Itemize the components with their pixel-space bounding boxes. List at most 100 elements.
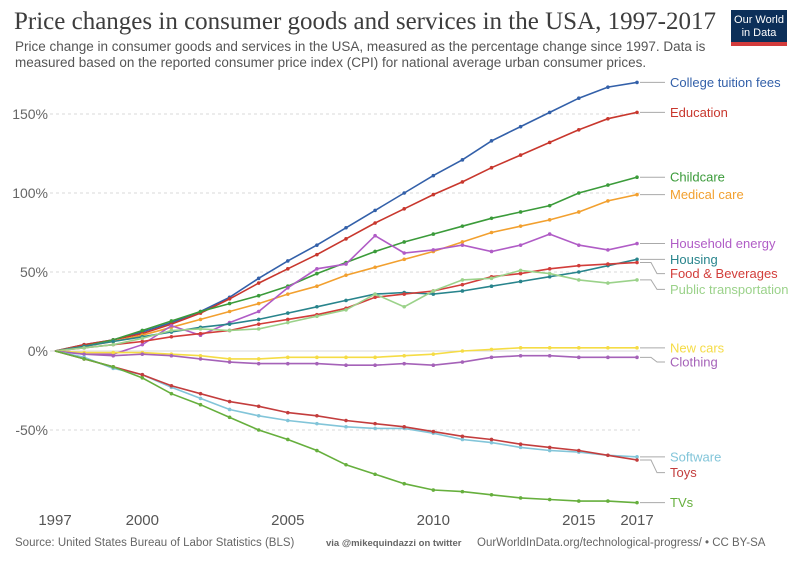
series-label: Public transportation (670, 282, 789, 297)
data-point (577, 128, 581, 132)
data-point (315, 448, 319, 453)
data-point (577, 448, 581, 453)
series-line (54, 350, 638, 461)
data-point (373, 249, 377, 254)
series-label: Education (670, 105, 728, 120)
data-point (431, 192, 436, 197)
data-point (82, 357, 86, 361)
data-point (460, 282, 465, 287)
owid-logo[interactable]: Our World in Data (731, 10, 787, 46)
data-point (227, 357, 232, 361)
data-point (315, 421, 319, 426)
data-point (431, 292, 436, 296)
data-point (256, 293, 261, 298)
series-label: New cars (670, 340, 725, 355)
data-point (227, 309, 232, 314)
y-axis-ticks: -50% 0% 50% 100% 150% (12, 106, 48, 438)
data-point (256, 357, 261, 361)
data-point (431, 289, 436, 293)
data-point (402, 353, 407, 358)
data-point (256, 281, 261, 285)
data-point (460, 349, 465, 353)
x-tick-label: 2010 (417, 512, 450, 529)
data-point (227, 360, 232, 364)
series-line (54, 111, 638, 352)
data-point (344, 237, 348, 241)
data-point (169, 334, 174, 339)
data-point (198, 402, 203, 407)
data-point (344, 462, 348, 467)
data-point (286, 320, 290, 325)
x-axis-ticks: 1997 2000 2005 2010 2015 2017 (38, 512, 653, 529)
data-point (431, 232, 436, 236)
data-point (227, 399, 232, 404)
series-label: Household energy (670, 236, 776, 251)
data-point (256, 404, 261, 409)
data-point (256, 301, 261, 306)
data-point (460, 278, 465, 282)
data-point (489, 230, 494, 235)
y-tick-label: 0% (28, 343, 48, 359)
data-point (577, 243, 581, 247)
data-point (402, 304, 407, 309)
data-point (606, 85, 610, 89)
data-point (198, 357, 203, 361)
data-point (82, 352, 86, 356)
data-point (227, 328, 232, 333)
data-point (315, 271, 319, 276)
data-point (606, 262, 610, 266)
data-point (460, 437, 465, 442)
data-point (402, 257, 407, 262)
data-point (489, 139, 494, 143)
data-point (518, 124, 523, 129)
data-point (227, 297, 232, 301)
data-point (460, 243, 465, 247)
data-point (489, 165, 494, 170)
data-point (256, 309, 261, 314)
line-chart: -50% 0% 50% 100% 150% 1997 2000 2005 2010 2015 20… (12, 75, 789, 529)
data-point (489, 284, 494, 289)
y-tick-label: 150% (12, 106, 48, 122)
data-point (315, 243, 319, 247)
data-point (518, 346, 523, 350)
y-tick-label: -50% (15, 422, 48, 438)
data-point (315, 252, 319, 257)
data-point (606, 355, 610, 360)
data-point (344, 308, 348, 312)
data-point (169, 391, 174, 396)
data-point (286, 418, 290, 423)
series-label: Software (670, 449, 721, 464)
data-point (577, 191, 581, 195)
data-point (489, 440, 494, 445)
data-point (198, 317, 203, 322)
data-point (373, 292, 377, 296)
data-point (286, 286, 290, 290)
data-point (140, 352, 145, 356)
series-label: Toys (670, 465, 697, 480)
data-point (606, 281, 610, 285)
label-connector (640, 356, 665, 363)
y-tick-label: 50% (20, 264, 48, 280)
data-point (635, 458, 639, 462)
chart-subtitle: Price change in consumer goods and servi… (15, 39, 706, 70)
data-point (489, 437, 494, 442)
x-tick-label: 1997 (38, 512, 71, 529)
data-point (256, 361, 261, 366)
data-point (606, 116, 610, 121)
series-label: Housing (670, 252, 718, 267)
data-point (198, 391, 203, 396)
data-point (140, 376, 145, 380)
data-point (373, 221, 377, 225)
data-point (315, 413, 319, 418)
data-point (635, 192, 639, 197)
data-point (344, 298, 348, 303)
data-point (315, 284, 319, 289)
data-point (635, 80, 639, 85)
credit-note: via @mikequindazzi on twitter (326, 538, 462, 549)
data-point (547, 497, 552, 502)
license-link[interactable]: OurWorldInData.org/technological-progres… (477, 537, 766, 549)
data-point (256, 322, 261, 326)
data-point (635, 175, 639, 179)
data-point (344, 225, 348, 230)
data-point (227, 415, 232, 420)
